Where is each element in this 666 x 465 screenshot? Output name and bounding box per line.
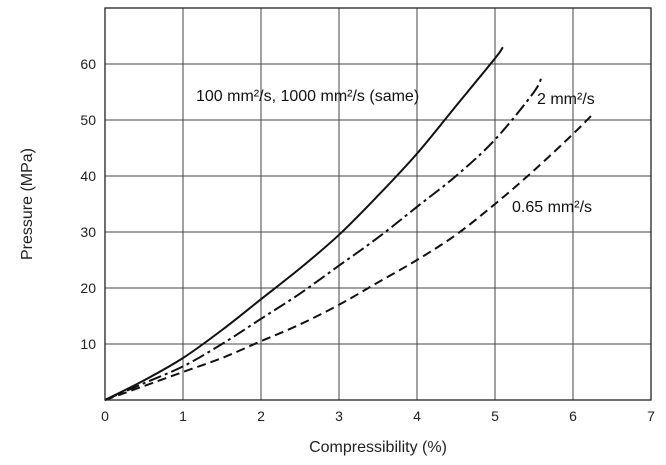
y-tick-label: 40	[80, 168, 96, 184]
x-tick-label: 1	[179, 408, 187, 424]
series-lines	[104, 46, 594, 401]
series-label-100-1000: 100 mm²/s, 1000 mm²/s (same)	[196, 88, 419, 105]
series-line-065	[104, 113, 594, 401]
series-label-2: 2 mm²/s	[537, 91, 595, 108]
series-line-2	[104, 74, 543, 401]
series-label-065: 0.65 mm²/s	[512, 199, 592, 216]
x-axis-title: Compressibility (%)	[309, 439, 447, 456]
x-tick-label: 0	[101, 408, 109, 424]
y-tick-label: 60	[80, 56, 96, 72]
x-tick-label: 7	[647, 408, 655, 424]
x-tick-label: 2	[257, 408, 265, 424]
x-tick-label: 6	[569, 408, 577, 424]
x-tick-label: 4	[413, 408, 421, 424]
series-line-100-1000	[104, 46, 504, 401]
plot-frame	[104, 7, 652, 401]
plot-border	[104, 7, 652, 401]
tick-labels: 0 1 2 3 4 5 6 7 10 20 30 40 50 60	[80, 56, 655, 424]
y-tick-label: 10	[80, 336, 96, 352]
x-tick-label: 5	[491, 408, 499, 424]
x-tick-label: 3	[335, 408, 343, 424]
y-tick-label: 50	[80, 112, 96, 128]
y-tick-label: 30	[80, 224, 96, 240]
y-tick-label: 20	[80, 280, 96, 296]
y-axis-title: Pressure (MPa)	[19, 148, 36, 260]
